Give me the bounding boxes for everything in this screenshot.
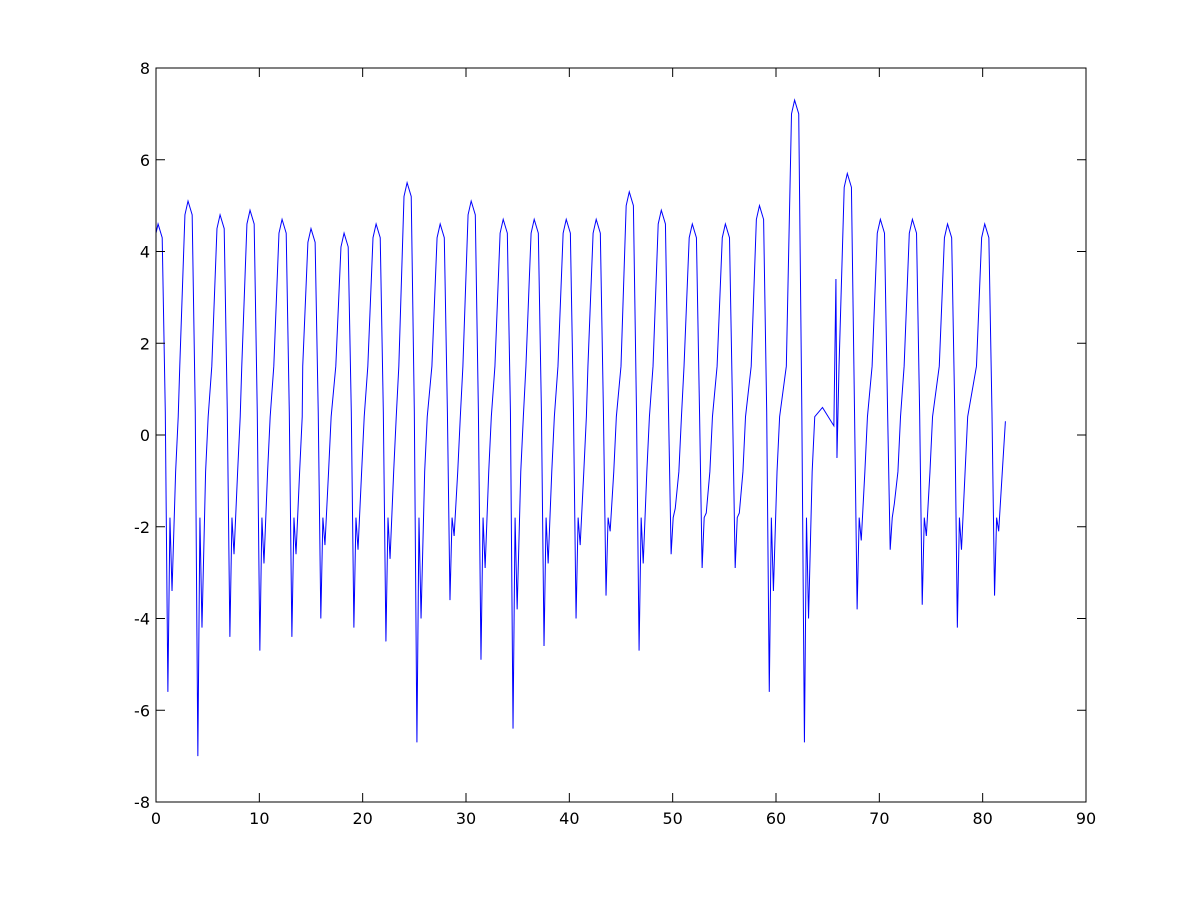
x-tick-label: 70	[869, 809, 889, 828]
x-tick-label: 40	[559, 809, 579, 828]
x-tick-label: 60	[766, 809, 786, 828]
y-tick-label: -2	[134, 518, 150, 537]
plot-area: 0 10 20 30 40 50 60 70 80 90 -8 -6 -4 -2 0 2 4 6 8	[134, 59, 1096, 828]
x-tick-label: 90	[1076, 809, 1096, 828]
y-tick-label: 2	[140, 334, 150, 353]
y-tick-label: 0	[140, 426, 150, 445]
y-tick-label: -8	[134, 793, 150, 812]
x-tick-label: 50	[662, 809, 682, 828]
x-tick-label: 30	[456, 809, 476, 828]
x-tick-label: 0	[151, 809, 161, 828]
x-tick-label: 10	[249, 809, 269, 828]
y-tick-label: 6	[140, 151, 150, 170]
y-tick-label: 4	[140, 243, 150, 262]
y-tick-label: -4	[134, 610, 150, 629]
y-tick-label: -6	[134, 701, 150, 720]
x-tick-label: 80	[972, 809, 992, 828]
y-tick-label: 8	[140, 59, 150, 78]
x-tick-label: 20	[352, 809, 372, 828]
data-line	[155, 98, 1006, 757]
